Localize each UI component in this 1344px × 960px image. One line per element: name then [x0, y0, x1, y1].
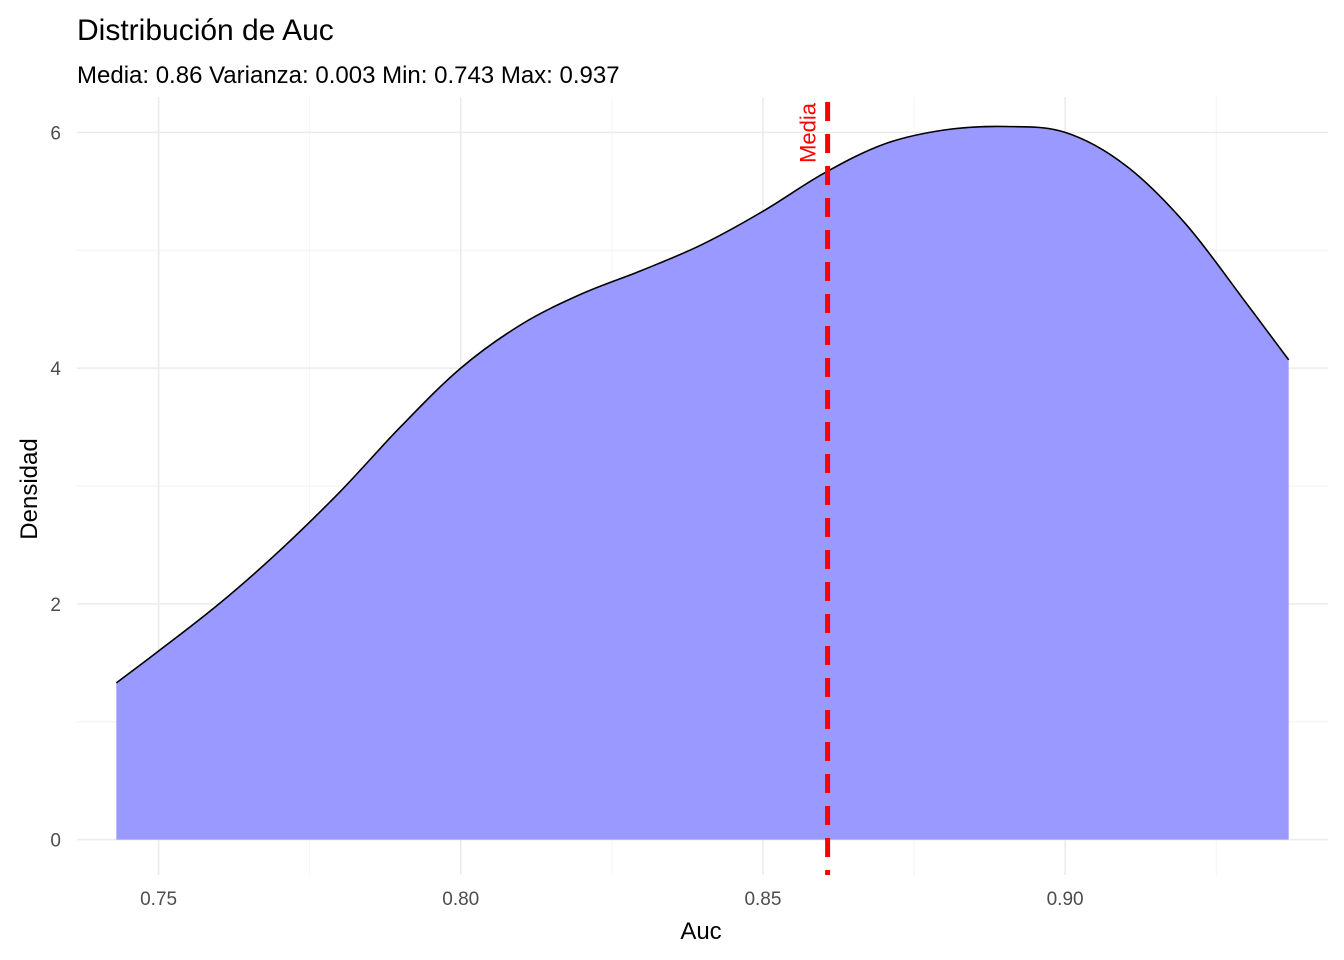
- y-tick-label: 6: [50, 123, 61, 144]
- chart-title: Distribución de Auc: [77, 14, 334, 47]
- y-axis-ticks: 0 2 4 6: [50, 123, 61, 851]
- x-axis-title: Auc: [680, 918, 721, 945]
- x-tick-label: 0.75: [140, 889, 177, 910]
- mean-label: Media: [796, 102, 821, 163]
- x-tick-label: 0.80: [442, 889, 479, 910]
- density-area: [116, 126, 1289, 840]
- x-tick-label: 0.90: [1047, 889, 1084, 910]
- density-plot: [115, 125, 1290, 840]
- chart-subtitle: Media: 0.86 Varianza: 0.003 Min: 0.743 M…: [77, 62, 620, 89]
- y-axis-title: Densidad: [16, 438, 43, 539]
- x-axis-ticks: 0.75 0.80 0.85 0.90: [140, 889, 1084, 910]
- y-tick-label: 2: [50, 595, 61, 616]
- y-tick-label: 4: [50, 359, 61, 380]
- y-tick-label: 0: [50, 831, 61, 852]
- x-tick-label: 0.85: [744, 889, 781, 910]
- mean-marker: Media: [796, 102, 831, 875]
- density-curve: [115, 125, 1290, 684]
